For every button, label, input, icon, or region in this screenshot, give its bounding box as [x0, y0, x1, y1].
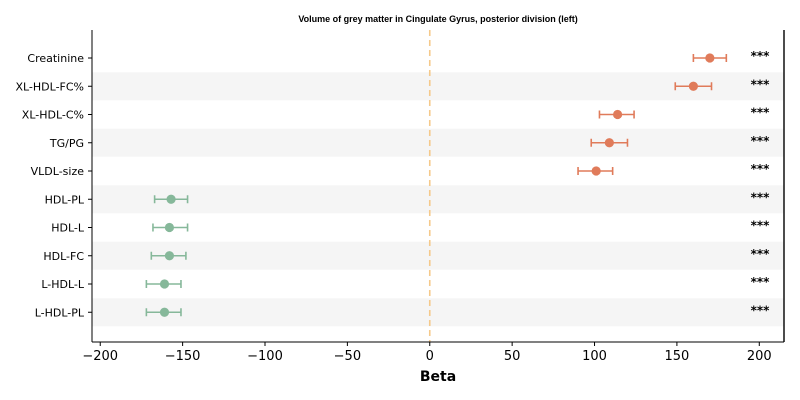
significance-label: ***: [751, 49, 771, 63]
y-tick-label: XL-HDL-C%: [22, 109, 84, 122]
row-band: [92, 298, 784, 327]
y-tick-label: TG/PG: [49, 137, 84, 150]
row-bands: [92, 72, 784, 327]
point-hdl-pl: [166, 194, 176, 204]
significance-label: ***: [751, 219, 771, 233]
x-axis-label: Beta: [420, 369, 456, 385]
x-axis-ticks: −200 −150 −100 −50 0 50 100 150 200: [82, 342, 772, 364]
significance-label: ***: [751, 190, 771, 204]
significance-label: ***: [751, 162, 771, 176]
significance-labels: *** *** *** *** *** *** *** *** *** ***: [751, 49, 771, 317]
row-band: [92, 185, 784, 214]
axes: [91, 30, 785, 343]
significance-label: ***: [751, 106, 771, 120]
x-tick-label: 150: [664, 349, 689, 364]
chart-title: Volume of grey matter in Cingulate Gyrus…: [298, 14, 577, 24]
y-tick-label: HDL-PL: [45, 193, 85, 206]
point-hdl-l: [164, 222, 175, 233]
y-tick-label: L-HDL-L: [41, 278, 85, 291]
point-xl-hdl-fc-: [688, 81, 698, 91]
significance-label: ***: [751, 247, 771, 261]
x-tick-label: −200: [82, 349, 118, 364]
y-tick-label: HDL-L: [51, 222, 85, 235]
point-l-hdl-l: [159, 279, 170, 289]
row-band: [92, 128, 784, 157]
x-tick-label: 0: [426, 349, 434, 364]
x-tick-label: −150: [165, 349, 201, 364]
data-marks: [145, 53, 728, 317]
significance-label: ***: [751, 303, 771, 317]
significance-label: ***: [751, 275, 771, 289]
y-tick-label: XL-HDL-FC%: [15, 80, 84, 93]
x-tick-label: 200: [747, 349, 772, 364]
x-tick-label: 50: [504, 349, 521, 364]
point-xl-hdl-c-: [612, 109, 623, 120]
row-band: [92, 72, 784, 101]
x-tick-label: −100: [247, 349, 283, 364]
row-band: [92, 241, 784, 270]
x-tick-label: 100: [582, 349, 607, 364]
y-axis-labels: Creatinine XL-HDL-FC% XL-HDL-C% TG/PG VLDL-s…: [15, 52, 92, 319]
point-hdl-fc: [164, 251, 175, 261]
point-tg-pg: [604, 138, 614, 148]
y-tick-label: Creatinine: [27, 52, 84, 65]
significance-label: ***: [751, 134, 771, 148]
point-vldl-size: [591, 166, 601, 176]
y-tick-label: VLDL-size: [31, 165, 85, 178]
y-tick-label: L-HDL-PL: [35, 306, 85, 319]
significance-label: ***: [751, 77, 771, 91]
point-creatinine: [705, 53, 715, 63]
point-l-hdl-pl: [159, 307, 170, 317]
y-tick-label: HDL-FC: [43, 250, 84, 263]
x-tick-label: −50: [334, 349, 361, 364]
